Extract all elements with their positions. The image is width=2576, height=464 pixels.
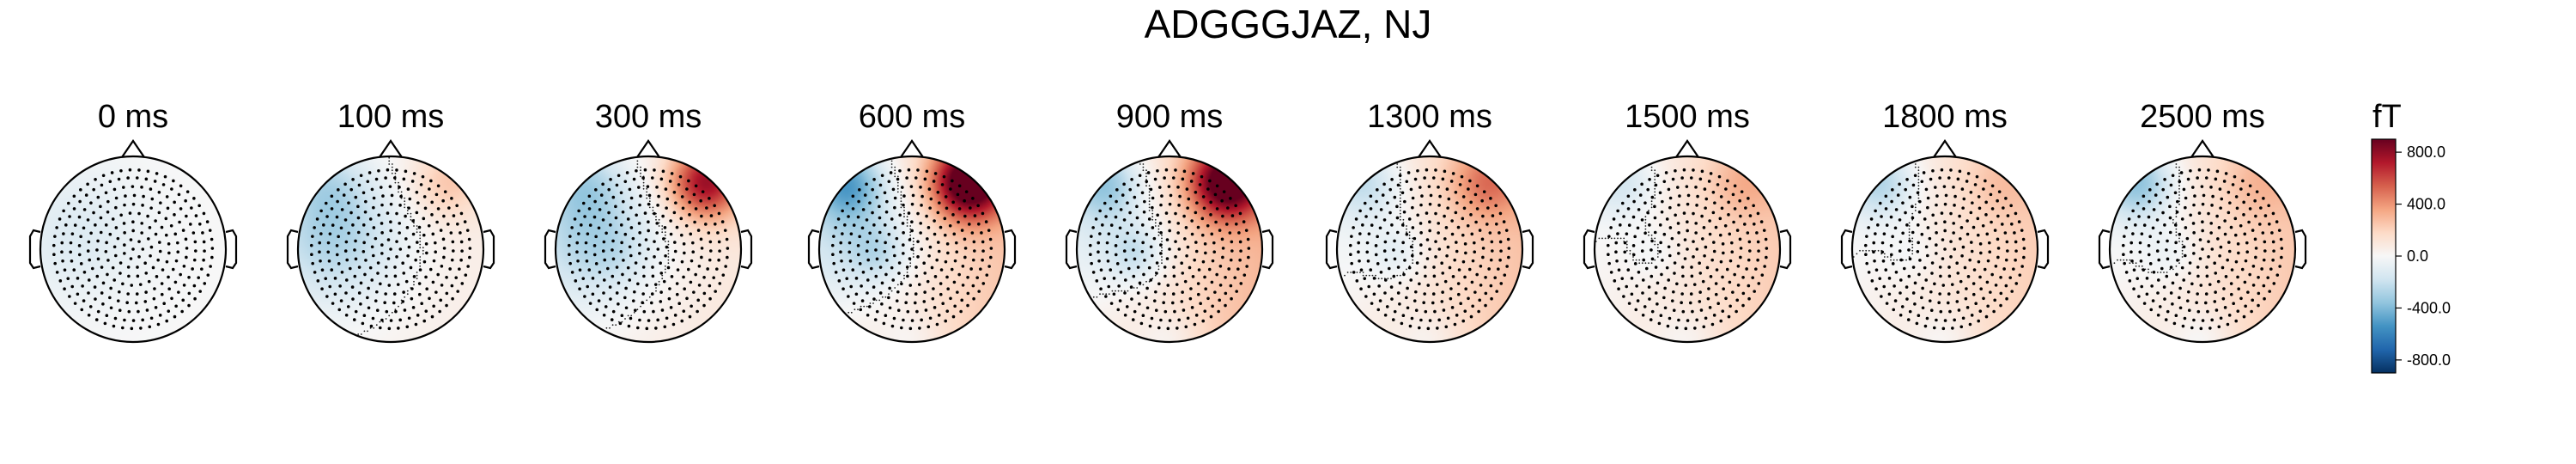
ear-outline — [2098, 229, 2111, 270]
ear-outline — [1522, 229, 1534, 270]
topomap-time-label: 1300 ms — [1367, 99, 1492, 135]
topomap-panel: 300 ms — [544, 99, 753, 344]
topomap-sensors — [830, 168, 993, 331]
topomap-sensors — [1088, 168, 1251, 331]
ear-outline — [1583, 229, 1595, 270]
colorbar-tick-label: 400.0 — [2407, 196, 2445, 213]
ear-outline — [1065, 229, 1078, 270]
topomap-sensors — [1348, 168, 1511, 331]
topomap-panel: 1500 ms — [1583, 99, 1792, 344]
ear-outline — [483, 229, 495, 270]
head-outline — [817, 155, 1006, 344]
colorbar-tick-label: -400.0 — [2407, 299, 2451, 316]
nose-outline — [900, 139, 924, 158]
head-outline — [1593, 155, 1782, 344]
topomap-sensors — [52, 168, 215, 331]
topomap-panel: 1800 ms — [1840, 99, 2050, 344]
head-outline — [1850, 155, 2039, 344]
topomap-panel: 100 ms — [286, 99, 495, 344]
topomap-time-label: 100 ms — [337, 99, 445, 135]
ear-outline — [28, 229, 41, 270]
colorbar-ticks: 800.0 400.0 0.0 -400.0 -800.0 — [2396, 143, 2451, 369]
figure-title: ADGGGJAZ, NJ — [1145, 2, 1432, 46]
ear-outline — [2037, 229, 2050, 270]
topomap-panel: 1300 ms — [1325, 99, 1534, 344]
ear-outline — [807, 229, 820, 270]
ear-outline — [225, 229, 238, 270]
colorbar-unit-label: fT — [2372, 99, 2402, 135]
topomap-panel: 900 ms — [1065, 99, 1274, 344]
topomap-sensors — [1606, 168, 1769, 331]
nose-outline — [1675, 139, 1699, 158]
topomap-sensors — [1863, 168, 2026, 331]
head-outline — [554, 155, 743, 344]
ear-outline — [1779, 229, 1792, 270]
head-outline — [1335, 155, 1524, 344]
topomap-time-label: 1800 ms — [1882, 99, 2008, 135]
ear-outline — [286, 229, 299, 270]
colorbar-tick-label: -800.0 — [2407, 351, 2451, 369]
topomap-time-label: 0 ms — [98, 99, 168, 135]
ear-outline — [1325, 229, 1338, 270]
topomap-panel: 2500 ms — [2098, 99, 2307, 344]
head-outline — [39, 155, 228, 344]
nose-outline — [121, 139, 145, 158]
nose-outline — [1933, 139, 1957, 158]
topomap-panels: 0 ms 100 ms 300 ms 600 ms 900 ms 1300 ms 1500 … — [28, 99, 2307, 344]
colorbar-tick-label: 0.0 — [2407, 247, 2428, 265]
ear-outline — [544, 229, 556, 270]
nose-outline — [1157, 139, 1182, 158]
ear-outline — [740, 229, 753, 270]
topomap-panel: 0 ms — [28, 99, 238, 344]
ear-outline — [2294, 229, 2307, 270]
topomap-sensors — [2121, 168, 2284, 331]
topomap-sensors — [567, 168, 730, 331]
topomap-time-label: 900 ms — [1116, 99, 1224, 135]
topomap-panel: 600 ms — [807, 99, 1017, 344]
topomap-sensors — [309, 168, 472, 331]
ear-outline — [1261, 229, 1274, 270]
colorbar-gradient — [2371, 138, 2397, 374]
ear-outline — [1004, 229, 1017, 270]
colorbar-tick-label: 800.0 — [2407, 143, 2445, 161]
topomap-contours — [848, 160, 914, 314]
nose-outline — [379, 139, 403, 158]
topomap-time-label: 600 ms — [859, 99, 966, 135]
head-outline — [296, 155, 485, 344]
nose-outline — [636, 139, 660, 158]
head-outline — [2108, 155, 2297, 344]
nose-outline — [1418, 139, 1442, 158]
nose-outline — [2190, 139, 2215, 158]
ear-outline — [1840, 229, 1853, 270]
topomap-time-label: 1500 ms — [1625, 99, 1750, 135]
topomap-time-label: 300 ms — [595, 99, 702, 135]
topomap-time-label: 2500 ms — [2140, 99, 2265, 135]
colorbar: fT 800.0 400.0 0.0 -400.0 -800.0 — [2371, 99, 2451, 374]
head-outline — [1075, 155, 1264, 344]
